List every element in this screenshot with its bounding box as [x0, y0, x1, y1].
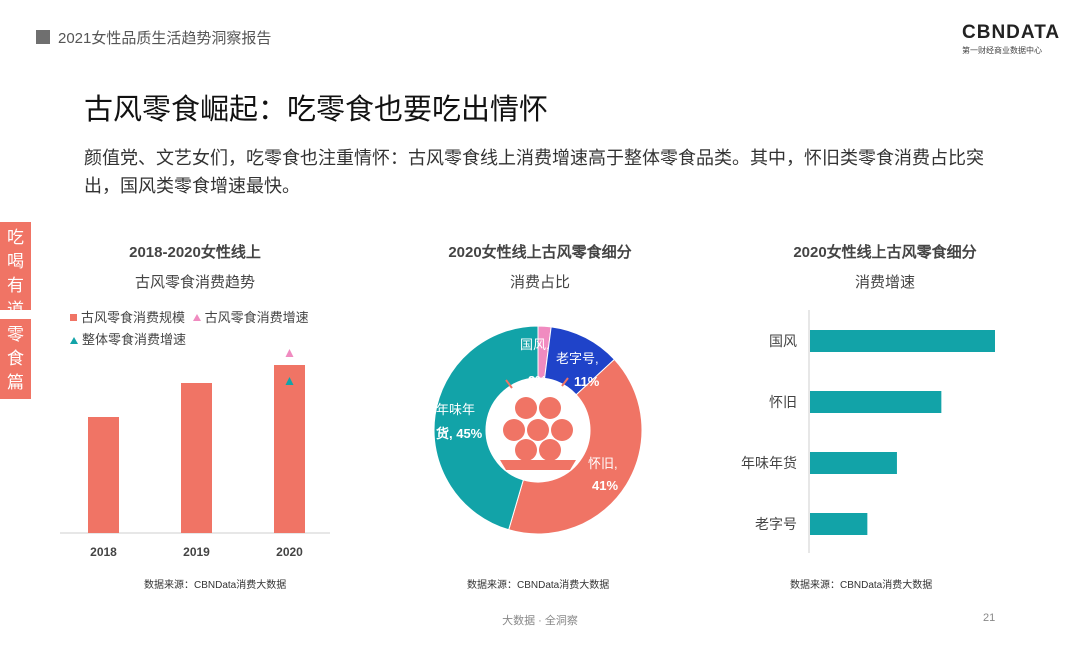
y-tick-1: 怀旧	[769, 394, 797, 410]
slice-label-laozihao: 老字号,	[556, 351, 599, 366]
slice-label-guofeng: 国风,	[520, 337, 550, 352]
chart3-title: 2020女性线上古风零食细分 消费增速	[750, 238, 1020, 298]
chart1-title-line2: 古风零食消费趋势	[134, 274, 255, 291]
side-tab-lingshi[interactable]: 零食篇	[0, 319, 31, 399]
hbar-3	[810, 513, 868, 535]
header-square-icon	[36, 30, 50, 44]
chart2-title-line2: 消费占比	[509, 274, 570, 291]
hbar-0	[810, 330, 995, 352]
chart1-legend: 古风零食消费规模 古风零食消费增速 整体零食消费增速	[70, 306, 313, 351]
bar-2019	[181, 383, 212, 533]
chart2-title: 2020女性线上古风零食细分 消费占比	[400, 238, 680, 298]
chart3-title-line1: 2020女性线上古风零食细分	[793, 244, 977, 261]
hbar-1	[810, 391, 942, 413]
legend-label: 整体零食消费增速	[82, 332, 187, 347]
legend-triangle-icon	[70, 336, 78, 344]
slice-2	[508, 358, 643, 535]
logo-sub-text: 第一财经商业数据中心	[962, 46, 1042, 55]
chart1-source: 数据来源：CBNData消费大数据	[144, 580, 287, 591]
chart2-source: 数据来源：CBNData消费大数据	[467, 580, 610, 591]
slice-3	[433, 325, 539, 531]
legend-label: 古风零食消费规模	[81, 309, 186, 325]
legend-item-overall: 整体零食消费增速	[70, 329, 186, 351]
bar-2020	[274, 365, 305, 533]
slice-pct-guofeng: 2%	[528, 373, 547, 388]
x-tick-2020: 2020	[276, 545, 303, 559]
chart3-source: 数据来源：CBNData消费大数据	[790, 580, 933, 591]
side-tab-chihe[interactable]: 吃喝有道	[0, 222, 31, 319]
chart1-svg: 2018 2019 2020	[60, 349, 330, 559]
slice-pct-nianwei: 货, 45%	[436, 426, 483, 441]
legend-triangle-icon	[192, 314, 201, 321]
page-subtitle: 颜值党、文艺女们，吃零食也注重情怀：古风零食线上消费增速高于整体零食品类。其中，…	[84, 148, 984, 196]
hbar-2	[810, 452, 897, 474]
snack-basket-icon	[500, 377, 576, 470]
logo-main-text: CBNDATA	[962, 22, 1061, 43]
page-title: 古风零食崛起：吃零食也要吃出情怀	[84, 94, 549, 126]
legend-item-scale: 古风零食消费规模	[70, 307, 185, 329]
chart2-title-line1: 2020女性线上古风零食细分	[448, 244, 632, 261]
bar-2018	[88, 417, 119, 533]
legend-label: 古风零食消费增速	[204, 309, 309, 325]
chart1-title-line1: 2018-2020女性线上	[129, 244, 261, 261]
footer-text: 大数据 · 全洞察	[502, 615, 578, 627]
chart3-title-line2: 消费增速	[854, 274, 915, 291]
chart1-title: 2018-2020女性线上 古风零食消费趋势	[60, 238, 330, 298]
page-number: 21	[983, 612, 996, 624]
report-title: 2021女性品质生活趋势洞察报告	[58, 30, 272, 47]
slice-label-huaijiu: 怀旧,	[588, 456, 618, 471]
legend-square-icon	[70, 314, 77, 321]
cbndata-logo: CBNDATA 第一财经商业数据中心	[962, 22, 1060, 56]
x-tick-2019: 2019	[183, 545, 210, 559]
legend-item-growth: 古风零食消费增速	[192, 307, 309, 329]
slice-pct-huaijiu: 41%	[592, 478, 618, 493]
y-tick-3: 老字号	[755, 516, 797, 532]
slice-label-nianwei: 年味年	[436, 402, 475, 417]
growth-marker-2020	[285, 349, 294, 357]
side-tab-label: 零食篇	[7, 325, 24, 392]
side-tab-label: 吃喝有道	[7, 228, 24, 319]
slice-pct-laozihao: 11%	[574, 374, 600, 389]
chart2-svg: 国风, 2% 老字号, 11% 怀旧, 41% 年味年货, 45%	[433, 325, 643, 535]
y-tick-2: 年味年货	[741, 455, 797, 471]
overall-marker-2020	[285, 377, 294, 385]
x-tick-2018: 2018	[90, 545, 117, 559]
y-tick-0: 国风	[769, 333, 797, 349]
